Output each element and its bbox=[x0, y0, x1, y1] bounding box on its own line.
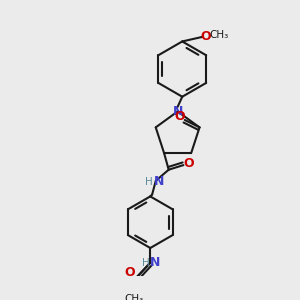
Text: H: H bbox=[142, 258, 150, 268]
Text: N: N bbox=[172, 105, 183, 118]
Text: O: O bbox=[200, 30, 211, 43]
Text: N: N bbox=[153, 175, 164, 188]
Text: CH₃: CH₃ bbox=[209, 30, 229, 40]
Text: O: O bbox=[174, 110, 184, 123]
Text: O: O bbox=[184, 157, 194, 170]
Text: O: O bbox=[125, 266, 135, 279]
Text: CH₃: CH₃ bbox=[124, 294, 143, 300]
Text: H: H bbox=[146, 177, 153, 187]
Text: N: N bbox=[150, 256, 160, 269]
